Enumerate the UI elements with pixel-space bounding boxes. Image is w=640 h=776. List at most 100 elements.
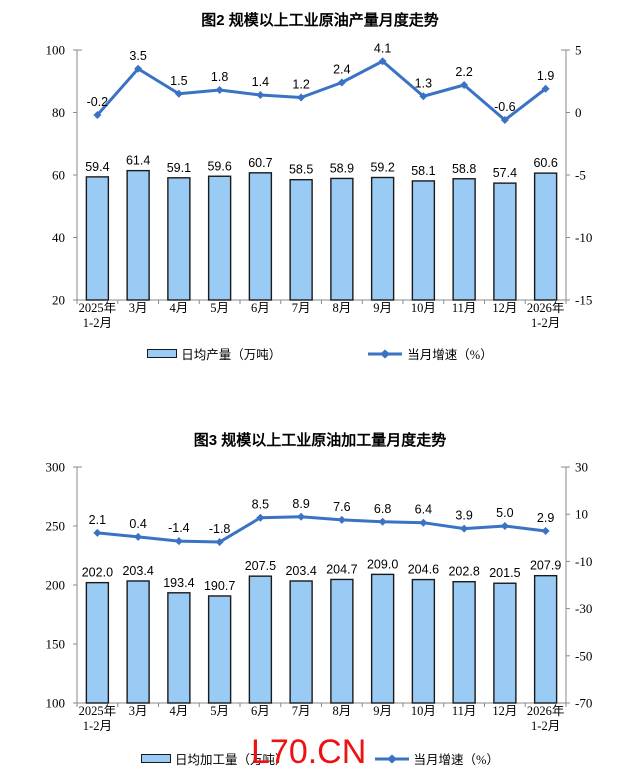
chart-title: 图3 规模以上工业原油加工量月度走势 [193,432,447,449]
bar [533,574,558,704]
category-labels: 2025年 1-2月 3月 4月 5月 6月 7月 8月 9月 10月 11月 12月 2026年 1-2… [79,301,565,330]
svg-text:58.5: 58.5 [289,163,313,177]
svg-text:11月: 11月 [452,704,477,718]
bar-value-labels: 202.0 203.4 193.4 190.7 207.5 203.4 204.7 209.0… [82,557,562,593]
diamond-marker-icon [256,91,265,99]
bar-value-labels: 59.4 61.4 59.1 59.6 60.7 58.5 58.9 59.2 58.1 58.8… [85,154,558,181]
legend-line-swatch-icon [374,754,409,763]
svg-text:-0.6: -0.6 [494,100,516,114]
diamond-marker-icon [378,517,387,526]
growth-line [97,515,546,544]
svg-text:-10: -10 [575,554,592,569]
axis-tick-labels: 100 80 60 40 20 5 0 -5 -10 -15 [46,43,593,308]
svg-text:60: 60 [52,168,65,183]
diamond-marker-icon [378,57,387,66]
diamond-marker-icon [215,538,224,547]
svg-text:3月: 3月 [129,704,148,718]
svg-text:1.2: 1.2 [292,78,309,92]
diamond-marker-icon [297,93,306,102]
svg-text:2.1: 2.1 [89,513,106,527]
svg-text:2.9: 2.9 [537,511,554,525]
svg-text:204.6: 204.6 [408,563,439,577]
svg-text:5月: 5月 [210,704,229,718]
legend-item-line: 当月增速（%） [367,344,493,363]
axis-tick-labels: 300 250 200 150 100 30 10 -10 -30 -50 -70 [46,460,593,711]
bars [85,573,558,704]
diamond-marker-icon [500,522,509,530]
svg-text:5月: 5月 [210,301,229,315]
svg-text:202.8: 202.8 [448,565,479,579]
svg-text:203.4: 203.4 [285,564,316,578]
svg-text:209.0: 209.0 [367,557,398,571]
bar [289,580,313,704]
growth-line [96,59,547,122]
svg-text:7月: 7月 [292,301,311,315]
svg-text:40: 40 [52,230,65,245]
axes [73,466,570,707]
diamond-marker-icon [174,537,183,546]
diamond-marker-icon [500,116,509,124]
svg-text:1.3: 1.3 [415,76,432,90]
svg-text:7月: 7月 [292,704,311,718]
legend-item-bar: 日均产量（万吨） [147,344,281,363]
svg-text:203.4: 203.4 [122,564,153,578]
svg-text:8月: 8月 [332,704,351,718]
svg-text:59.1: 59.1 [167,161,191,175]
svg-text:57.4: 57.4 [493,166,517,180]
bar [452,178,476,301]
svg-text:58.9: 58.9 [330,161,354,175]
plot-area: 300 250 200 150 100 30 10 -10 -30 -50 -70 202.0 203.… [46,460,593,734]
svg-text:-5: -5 [575,168,586,183]
legend-bar-swatch-icon [147,349,178,358]
diamond-marker-icon [337,515,346,524]
bar [248,172,273,301]
diamond-marker-icon [297,512,306,521]
diamond-marker-icon [337,78,346,87]
svg-text:10月: 10月 [411,704,436,718]
svg-text:9月: 9月 [373,301,392,315]
diamond-marker-icon [93,111,102,119]
bar [207,175,232,301]
bar [167,177,191,301]
legend-item-bar: 日均加工量（万吨） [141,749,288,768]
diamond-marker-icon [541,84,550,93]
svg-text:1.9: 1.9 [537,69,554,83]
legend-bar-swatch-icon [141,754,172,763]
svg-text:3.9: 3.9 [455,509,472,523]
svg-text:300: 300 [46,460,66,475]
diamond-marker-icon [134,64,143,73]
line-markers [93,512,550,547]
svg-text:8.5: 8.5 [252,498,269,512]
legend-item-line: 当月增速（%） [374,749,499,768]
bar [126,580,150,704]
diamond-marker-icon [215,86,224,94]
svg-text:12月: 12月 [492,704,517,718]
svg-text:202.0: 202.0 [82,566,113,580]
svg-text:1.8: 1.8 [211,70,228,84]
svg-text:59.6: 59.6 [207,159,231,173]
svg-text:60.6: 60.6 [533,156,557,170]
svg-text:10月: 10月 [411,301,436,315]
svg-text:58.8: 58.8 [452,162,476,176]
category-labels: 2025年 1-2月 3月 4月 5月 6月 7月 8月 9月 10月 11月 12月 2026年 1-2… [79,704,565,733]
svg-text:59.4: 59.4 [85,160,109,174]
bar [330,578,354,704]
bar [493,582,517,704]
diamond-marker-icon [419,518,428,527]
svg-text:250: 250 [46,519,66,534]
svg-text:207.9: 207.9 [530,559,561,573]
svg-text:9月: 9月 [373,704,392,718]
legend-line-swatch-icon [368,349,403,358]
svg-text:-15: -15 [575,293,592,308]
svg-text:5.0: 5.0 [496,506,513,520]
svg-text:6.4: 6.4 [415,503,432,517]
svg-text:100: 100 [46,696,66,711]
svg-text:10: 10 [575,507,588,522]
bar [289,178,313,301]
svg-text:60.7: 60.7 [248,156,272,170]
svg-text:190.7: 190.7 [204,579,235,593]
svg-text:1.5: 1.5 [170,74,187,88]
svg-text:204.7: 204.7 [326,562,357,576]
